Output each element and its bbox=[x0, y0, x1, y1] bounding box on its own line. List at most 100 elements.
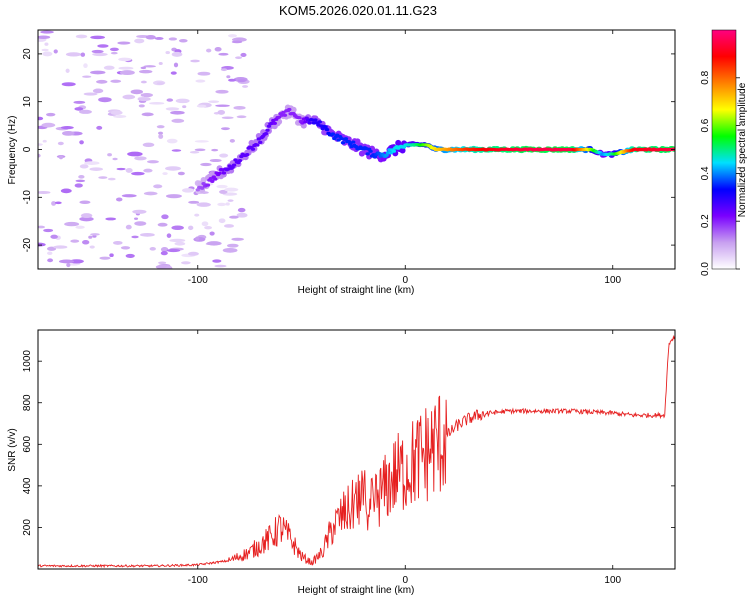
spectrogram-ridge-cell bbox=[330, 132, 336, 136]
spectrogram-noise-blob bbox=[79, 200, 91, 204]
spectrogram-noise-blob bbox=[141, 112, 154, 117]
spectrogram-noise-blob bbox=[125, 167, 133, 173]
spectrogram-noise-blob bbox=[188, 225, 194, 231]
spectrogram-ridge-cell bbox=[266, 124, 272, 128]
spectrogram-noise-blob bbox=[215, 104, 230, 107]
spectrogram-noise-blob bbox=[83, 92, 98, 96]
spectrogram-noise-blob bbox=[165, 194, 182, 199]
spectrogram-noise-blob bbox=[110, 110, 123, 116]
spectrogram-noise-blob bbox=[112, 157, 118, 161]
spectrogram-noise-blob bbox=[173, 62, 179, 68]
spectrogram-ridge-cell bbox=[272, 121, 277, 125]
spectrogram-noise-blob bbox=[118, 66, 134, 70]
spectrogram-noise-blob bbox=[187, 251, 199, 256]
spectrogram-ridge-cell bbox=[199, 186, 205, 190]
spectrogram-noise-blob bbox=[219, 153, 229, 158]
spectrogram-ridge-cell bbox=[244, 153, 250, 157]
spectrogram-noise-blob bbox=[140, 80, 147, 84]
spectrogram-noise-blob bbox=[58, 259, 75, 264]
colorbar-tick-label: 0.0 bbox=[700, 262, 711, 276]
spectrogram-noise-blob bbox=[222, 247, 238, 253]
spectrogram-noise-blob bbox=[171, 225, 184, 231]
spectrogram-noise-blob bbox=[137, 97, 151, 102]
spectrogram-ridge-cell bbox=[212, 177, 218, 181]
spectrogram-noise-blob bbox=[134, 221, 147, 226]
spectrogram-noise-blob bbox=[47, 258, 54, 263]
spectrogram-noise-blob bbox=[82, 239, 90, 245]
spectrogram-noise-blob bbox=[138, 69, 153, 74]
spectrogram-noise-blob bbox=[90, 233, 100, 236]
spectrogram-noise-blob bbox=[208, 100, 220, 103]
spectrogram-noise-blob bbox=[41, 122, 56, 128]
snr-y-ticks: 200 400 600 800 1000 bbox=[22, 350, 675, 536]
spectrogram-noise-blob bbox=[169, 238, 186, 243]
spectrogram-noise-blob bbox=[92, 235, 97, 238]
spectrogram-noise-blob bbox=[220, 68, 228, 72]
spectrogram-x-ticks: -100 0 100 bbox=[188, 30, 622, 286]
spectrogram-noise-blob bbox=[156, 82, 165, 85]
spectrogram-noise-blob bbox=[205, 48, 212, 53]
y-tick-label: 200 bbox=[22, 519, 33, 536]
spectrogram-ridge-cell bbox=[384, 153, 389, 157]
spectrogram-noise-blob bbox=[60, 188, 72, 194]
spectrogram-noise-blob bbox=[188, 200, 200, 204]
spectrogram-noise-blob bbox=[215, 89, 229, 94]
spectrogram-noise-blob bbox=[193, 237, 206, 242]
spectrogram-noise-blob bbox=[233, 105, 246, 110]
spectrogram-marks bbox=[38, 30, 675, 269]
spectrogram-noise-blob bbox=[168, 37, 178, 41]
spectrogram-ridge-cell bbox=[368, 149, 373, 153]
spectrogram-noise-blob bbox=[92, 88, 104, 94]
spectrogram-noise-blob bbox=[226, 75, 231, 79]
spectrogram-noise-blob bbox=[165, 265, 173, 269]
spectrogram-noise-blob bbox=[60, 126, 74, 130]
spectrogram-noise-blob bbox=[166, 233, 172, 238]
spectrogram-ridge-cell bbox=[346, 140, 352, 144]
spectrogram-noise-blob bbox=[90, 35, 106, 40]
spectrogram-noise-blob bbox=[96, 79, 108, 84]
spectrogram-ridge-cell bbox=[340, 141, 346, 145]
spectrogram-noise-blob bbox=[194, 213, 200, 217]
spectrogram-noise-blob bbox=[160, 251, 168, 256]
spectrogram-ridge-halo bbox=[290, 106, 297, 113]
spectrogram-noise-blob bbox=[38, 190, 51, 194]
spectrogram-noise-blob bbox=[132, 209, 147, 214]
spectrogram-noise-blob bbox=[125, 253, 135, 258]
spectrogram-ridge-cell bbox=[372, 155, 378, 159]
spectrogram-noise-blob bbox=[190, 59, 200, 63]
spectrogram-ridge-cell bbox=[365, 152, 370, 156]
spectrogram-ridge-cell bbox=[231, 163, 237, 167]
spectrogram-noise-blob bbox=[110, 79, 122, 83]
spectrogram-noise-blob bbox=[38, 116, 44, 121]
colorbar: 0.0 0.2 0.4 0.6 0.8 Normalized spectral ampl… bbox=[700, 29, 748, 276]
y-tick-label: -20 bbox=[22, 237, 33, 252]
spectrogram-noise-blob bbox=[113, 114, 127, 118]
snr-panel: -100 0 100 200 400 600 800 1000 Height of stra… bbox=[7, 329, 676, 596]
spectrogram-noise-blob bbox=[38, 143, 43, 146]
spectrogram-noise-blob bbox=[131, 171, 145, 176]
spectrogram-noise-blob bbox=[216, 184, 228, 189]
spectrogram-noise-blob bbox=[212, 259, 222, 263]
spectrogram-noise-blob bbox=[38, 225, 46, 229]
spectrogram-noise-blob bbox=[171, 118, 185, 123]
spectrogram-noise-blob bbox=[224, 187, 239, 192]
spectrogram-noise-blob bbox=[236, 212, 248, 218]
spectrogram-noise-blob bbox=[120, 246, 131, 250]
spectrogram-noise-blob bbox=[160, 247, 169, 252]
spectrogram-ridge-cell bbox=[276, 115, 282, 119]
x-tick-label: 0 bbox=[402, 575, 408, 586]
spectrogram-noise-blob bbox=[146, 160, 159, 164]
spectrogram-noise-blob bbox=[75, 34, 88, 39]
spectrogram-noise-blob bbox=[158, 261, 167, 265]
spectrogram-noise-blob bbox=[66, 263, 71, 268]
spectrogram-noise-blob bbox=[64, 221, 80, 227]
spectrogram-noise-blob bbox=[171, 51, 183, 57]
spectrogram-noise-blob bbox=[142, 142, 155, 147]
spectrogram-noise-blob bbox=[107, 177, 116, 181]
spectrogram-noise-blob bbox=[197, 71, 211, 76]
spectrogram-noise-blob bbox=[201, 221, 209, 227]
spectrogram-noise-blob bbox=[84, 161, 100, 165]
colorbar-tick-label: 0.4 bbox=[700, 166, 711, 180]
spectrogram-ridge-cell bbox=[348, 142, 353, 146]
